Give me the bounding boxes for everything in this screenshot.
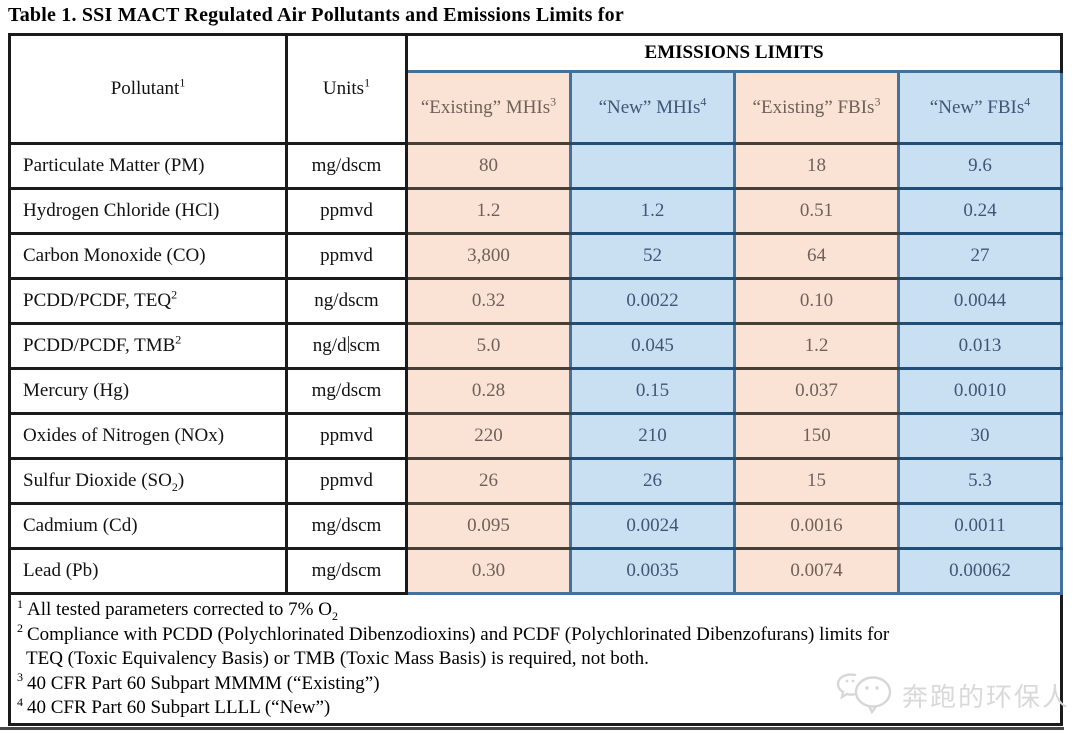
new-mhi-value: 52 [569, 232, 736, 280]
existing-mhis-column-header: “Existing” MHIs3 [405, 70, 572, 145]
pollutant-cell: Cadmium (Cd) [8, 502, 288, 550]
text-cursor [347, 336, 349, 353]
existing-mhi-value: 0.28 [405, 367, 572, 415]
existing-mhi-value: 0.32 [405, 277, 572, 325]
header-row-1: Pollutant1 Units1 EMISSIONS LIMITS [8, 33, 1064, 145]
existing-mhi-value: 0.095 [405, 502, 572, 550]
existing-mhi-value: 220 [405, 412, 572, 460]
new-mhi-value: 210 [569, 412, 736, 460]
table-title: Table 1. SSI MACT Regulated Air Pollutan… [8, 4, 624, 26]
pollutant-cell: Carbon Monoxide (CO) [8, 232, 288, 280]
new-fbi-value: 0.0011 [896, 502, 1064, 550]
pollutant-cell: Lead (Pb) [8, 547, 288, 595]
existing-mhi-value: 80 [405, 142, 572, 190]
pollutant-column-header: Pollutant1 [8, 33, 288, 145]
watermark-text: 奔跑的环保人 [901, 683, 1070, 712]
table-row-pm: Particulate Matter (PM) mg/dscm 80 18 9.… [8, 142, 1064, 190]
units-cell: ppmvd [285, 187, 408, 235]
new-fbi-value: 27 [896, 232, 1064, 280]
new-mhi-value: 0.0024 [569, 502, 736, 550]
units-cell: mg/dscm [285, 547, 408, 595]
header-row-2: “Existing” MHIs3 “New” MHIs4 “Existing” … [10, 70, 1064, 145]
units-cell: mg/dscm [285, 142, 408, 190]
footnote-1: 1 All tested parameters corrected to 7% O… [17, 596, 338, 623]
footnote-4: 4 40 CFR Part 60 Subpart LLLL (“New”) [17, 694, 331, 718]
pollutant-cell: PCDD/PCDF, TEQ2 [8, 277, 288, 325]
new-fbi-value: 0.00062 [896, 547, 1064, 595]
new-mhi-value: 0.15 [569, 367, 736, 415]
chat-bubbles-icon [835, 670, 897, 721]
units-cell: mg/dscm [285, 502, 408, 550]
new-mhi-value: 1.2 [569, 187, 736, 235]
existing-fbi-value: 0.51 [733, 187, 900, 235]
table-row-so2: Sulfur Dioxide (SO2) ppmvd 26 26 15 5.3 [8, 457, 1064, 505]
existing-fbi-value: 0.037 [733, 367, 900, 415]
pollutant-cell: Oxides of Nitrogen (NOx) [8, 412, 288, 460]
new-mhi-value: 26 [569, 457, 736, 505]
existing-fbi-value: 0.10 [733, 277, 900, 325]
pollutant-cell: PCDD/PCDF, TMB2 [8, 322, 288, 370]
new-fbi-value: 9.6 [896, 142, 1064, 190]
existing-fbi-value: 0.0016 [733, 502, 900, 550]
units-cell: mg/dscm [285, 367, 408, 415]
units-cell: ng/dscm [285, 277, 408, 325]
new-fbi-value: 5.3 [896, 457, 1064, 505]
pollutant-cell: Particulate Matter (PM) [8, 142, 288, 190]
new-fbi-value: 0.0044 [896, 277, 1064, 325]
table-row-teq: PCDD/PCDF, TEQ2 ng/dscm 0.32 0.0022 0.10… [8, 277, 1064, 325]
existing-fbi-value: 64 [733, 232, 900, 280]
table-row-tmb: PCDD/PCDF, TMB2 ng/d scm 5.0 0.045 1.2 0.… [8, 322, 1064, 370]
units-cell: ppmvd [285, 457, 408, 505]
table-row-cd: Cadmium (Cd) mg/dscm 0.095 0.0024 0.0016… [8, 502, 1064, 550]
existing-fbis-column-header: “Existing” FBIs3 [733, 70, 900, 145]
new-mhi-value: 0.0035 [569, 547, 736, 595]
existing-mhi-value: 0.30 [405, 547, 572, 595]
emissions-limits-table: Pollutant1 Units1 EMISSIONS LIMITS “Exis… [7, 33, 1064, 726]
existing-fbi-value: 150 [733, 412, 900, 460]
footnote-3: 3 40 CFR Part 60 Subpart MMMM (“Existing”… [17, 670, 380, 694]
existing-fbi-value: 18 [733, 142, 900, 190]
new-mhi-value: 0.045 [569, 322, 736, 370]
new-fbi-value: 0.24 [896, 187, 1064, 235]
footnote-2: 2 Compliance with PCDD (Polychlorinated D… [17, 621, 890, 645]
existing-fbi-value: 0.0074 [733, 547, 900, 595]
existing-mhi-value: 3,800 [405, 232, 572, 280]
table-row-pb: Lead (Pb) mg/dscm 0.30 0.0035 0.0074 0.0… [8, 547, 1064, 595]
new-fbis-column-header: “New” FBIs4 [896, 70, 1064, 145]
new-fbi-value: 0.013 [896, 322, 1064, 370]
bottom-divider [0, 727, 1064, 730]
existing-mhi-value: 5.0 [405, 322, 572, 370]
watermark: 奔跑的环保人 [835, 670, 1070, 721]
units-column-header: Units1 [285, 33, 408, 145]
footnotes-row: 1 All tested parameters corrected to 7% O… [7, 592, 1064, 726]
footnotes-cell: 1 All tested parameters corrected to 7% O… [7, 592, 1064, 726]
new-mhi-value [569, 142, 736, 190]
table-row-co: Carbon Monoxide (CO) ppmvd 3,800 52 64 2… [8, 232, 1064, 280]
emissions-limits-header: EMISSIONS LIMITS [404, 33, 1064, 72]
new-fbi-value: 30 [896, 412, 1064, 460]
footnote-2-continued: TEQ (Toxic Equivalency Basis) or TMB (To… [26, 648, 649, 669]
table-row-hcl: Hydrogen Chloride (HCl) ppmvd 1.2 1.2 0.… [8, 187, 1064, 235]
units-cell: ppmvd [285, 232, 408, 280]
pollutant-cell: Sulfur Dioxide (SO2) [8, 457, 288, 505]
existing-fbi-value: 15 [733, 457, 900, 505]
existing-mhi-value: 1.2 [405, 187, 572, 235]
new-fbi-value: 0.0010 [896, 367, 1064, 415]
pollutant-cell: Hydrogen Chloride (HCl) [8, 187, 288, 235]
new-mhi-value: 0.0022 [569, 277, 736, 325]
existing-fbi-value: 1.2 [733, 322, 900, 370]
new-mhis-column-header: “New” MHIs4 [569, 70, 736, 145]
table-row-nox: Oxides of Nitrogen (NOx) ppmvd 220 210 1… [8, 412, 1064, 460]
units-cell: ppmvd [285, 412, 408, 460]
table-row-hg: Mercury (Hg) mg/dscm 0.28 0.15 0.037 0.0… [8, 367, 1064, 415]
existing-mhi-value: 26 [405, 457, 572, 505]
pollutant-cell: Mercury (Hg) [8, 367, 288, 415]
